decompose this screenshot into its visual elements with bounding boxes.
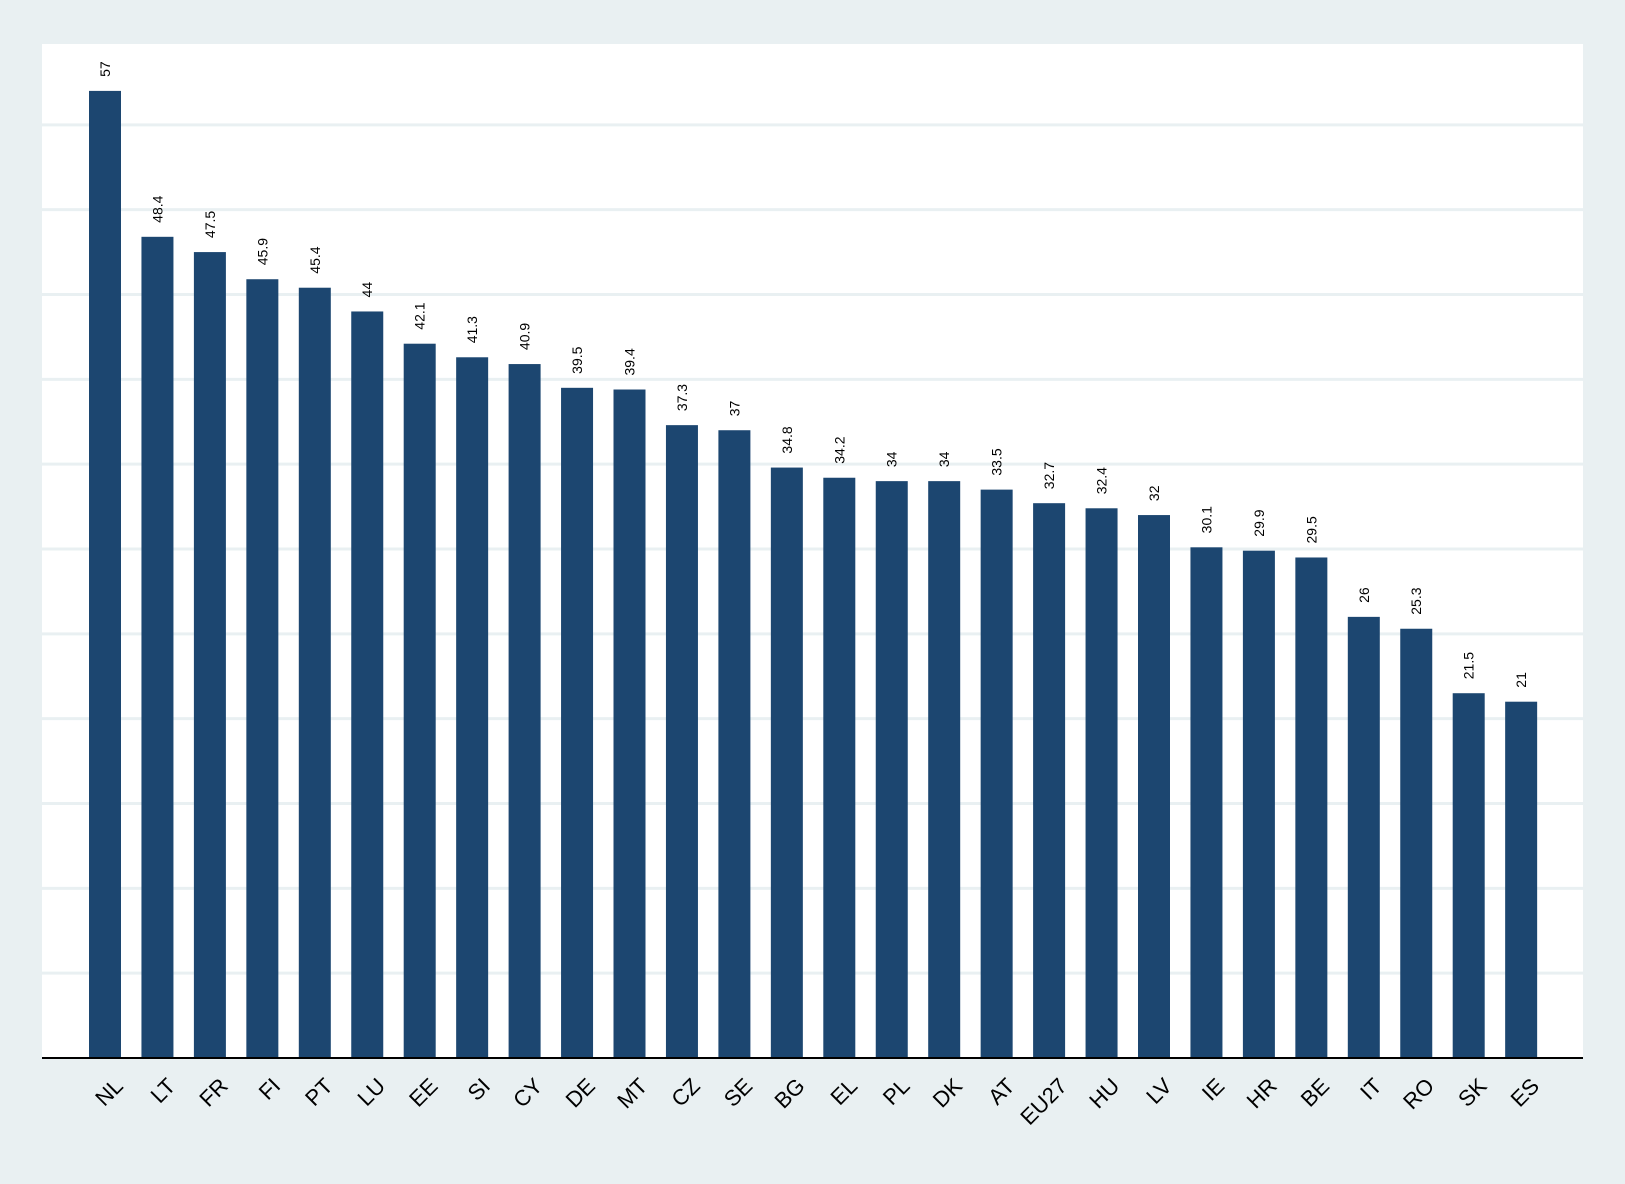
- bar-hu: [1085, 508, 1118, 1058]
- bar-value-label: 40.9: [517, 323, 533, 350]
- bars: [89, 90, 1538, 1059]
- bar-value-label: 48.4: [149, 195, 165, 222]
- x-tick-label: LU: [353, 1073, 391, 1111]
- bar-value-label: 21: [1513, 672, 1529, 688]
- bar-de: [561, 387, 594, 1059]
- bar-value-label: 32.4: [1094, 467, 1110, 494]
- x-tick-label: BG: [770, 1073, 810, 1113]
- bar-lu: [351, 311, 384, 1058]
- bar-mt: [613, 389, 646, 1059]
- bar-value-label: 47.5: [202, 211, 218, 238]
- bar-value-label: 26: [1356, 587, 1372, 603]
- bar-bg: [770, 467, 803, 1058]
- x-tick-label: CZ: [666, 1073, 704, 1111]
- x-tick-label: EE: [404, 1073, 442, 1111]
- bar-pl: [875, 481, 908, 1059]
- bar-value-label: 21.5: [1461, 652, 1477, 679]
- x-tick-label: SI: [463, 1073, 495, 1105]
- bar-value-label: 34: [936, 451, 952, 467]
- bar-pt: [298, 287, 331, 1058]
- bar-value-label: 29.9: [1251, 509, 1267, 536]
- bar-sk: [1452, 693, 1485, 1058]
- bar-value-label: 33.5: [989, 448, 1005, 475]
- bar-fi: [246, 279, 279, 1059]
- bar-lt: [141, 236, 174, 1058]
- bar-value-labels: 57 48.4 47.5 45.9 45.4 44 42.1 41.3 40.9 39.5 39.4…: [97, 61, 1529, 688]
- bar-value-label: 37.3: [674, 384, 690, 411]
- bar-value-label: 57: [97, 61, 113, 77]
- x-tick-label: FI: [254, 1073, 286, 1105]
- x-tick-label: LV: [1141, 1073, 1177, 1109]
- x-tick-label: EL: [825, 1073, 862, 1110]
- bar-at: [980, 489, 1013, 1058]
- bar-ie: [1190, 547, 1223, 1058]
- bar-se: [718, 430, 751, 1058]
- bar-value-label: 42.1: [412, 302, 428, 329]
- x-tick-label: BE: [1296, 1073, 1334, 1111]
- x-tick-label: HR: [1242, 1073, 1282, 1113]
- x-tick-label: NL: [90, 1073, 128, 1111]
- bar-value-label: 37: [726, 400, 742, 416]
- x-tick-label: AT: [983, 1073, 1019, 1109]
- x-tick-label: IT: [1355, 1073, 1387, 1105]
- bar-si: [456, 357, 489, 1058]
- x-tick-label: SK: [1453, 1073, 1492, 1112]
- bar-value-label: 32: [1146, 485, 1162, 501]
- x-tick-label: PL: [878, 1073, 915, 1110]
- x-axis-tick-labels: NL LT FR FI PT LU EE SI CY DE MT CZ SE BG EL PL DK ATEU27…: [90, 1073, 1544, 1130]
- bar-dk: [928, 481, 961, 1059]
- bar-value-label: 45.9: [254, 238, 270, 265]
- bar-lv: [1138, 515, 1170, 1058]
- bar-cy: [508, 364, 541, 1058]
- x-tick-label: DK: [928, 1073, 968, 1113]
- x-tick-label: RO: [1398, 1073, 1439, 1114]
- bar-ro: [1400, 628, 1433, 1058]
- bar-value-label: 25.3: [1408, 587, 1424, 614]
- bar-value-label: 39.4: [622, 348, 638, 375]
- x-tick-label: CY: [508, 1073, 548, 1113]
- bar-it: [1347, 616, 1380, 1058]
- bar-value-label: 34: [884, 451, 900, 467]
- bar-value-label: 32.7: [1041, 462, 1057, 489]
- x-tick-label: IE: [1197, 1073, 1229, 1105]
- bar-ee: [403, 343, 436, 1058]
- bar-value-label: 44: [359, 282, 375, 298]
- bar-el: [823, 477, 856, 1058]
- x-tick-label: MT: [612, 1073, 652, 1113]
- bar-value-label: 29.5: [1303, 516, 1319, 543]
- bar-fr: [193, 252, 226, 1059]
- bar-be: [1295, 557, 1328, 1058]
- x-tick-label: EU27: [1015, 1073, 1072, 1130]
- x-tick-label: HU: [1084, 1073, 1124, 1113]
- bar-value-label: 34.2: [831, 436, 847, 463]
- x-tick-label: FR: [194, 1073, 232, 1111]
- x-tick-label: LT: [146, 1073, 181, 1108]
- bar-value-label: 41.3: [464, 316, 480, 343]
- bar-value-label: 30.1: [1198, 506, 1214, 533]
- x-tick-label: ES: [1506, 1073, 1544, 1111]
- bar-value-label: 45.4: [307, 246, 323, 273]
- x-tick-label: SE: [719, 1073, 757, 1111]
- x-tick-label: DE: [561, 1073, 600, 1112]
- bar-nl: [89, 90, 121, 1058]
- bar-cz: [665, 425, 698, 1059]
- bar-hr: [1242, 550, 1275, 1058]
- bar-value-label: 34.8: [779, 426, 795, 453]
- bar-eu27: [1033, 503, 1066, 1058]
- bar-es: [1505, 701, 1538, 1058]
- bar-value-label: 39.5: [569, 346, 585, 373]
- x-tick-label: PT: [300, 1073, 338, 1111]
